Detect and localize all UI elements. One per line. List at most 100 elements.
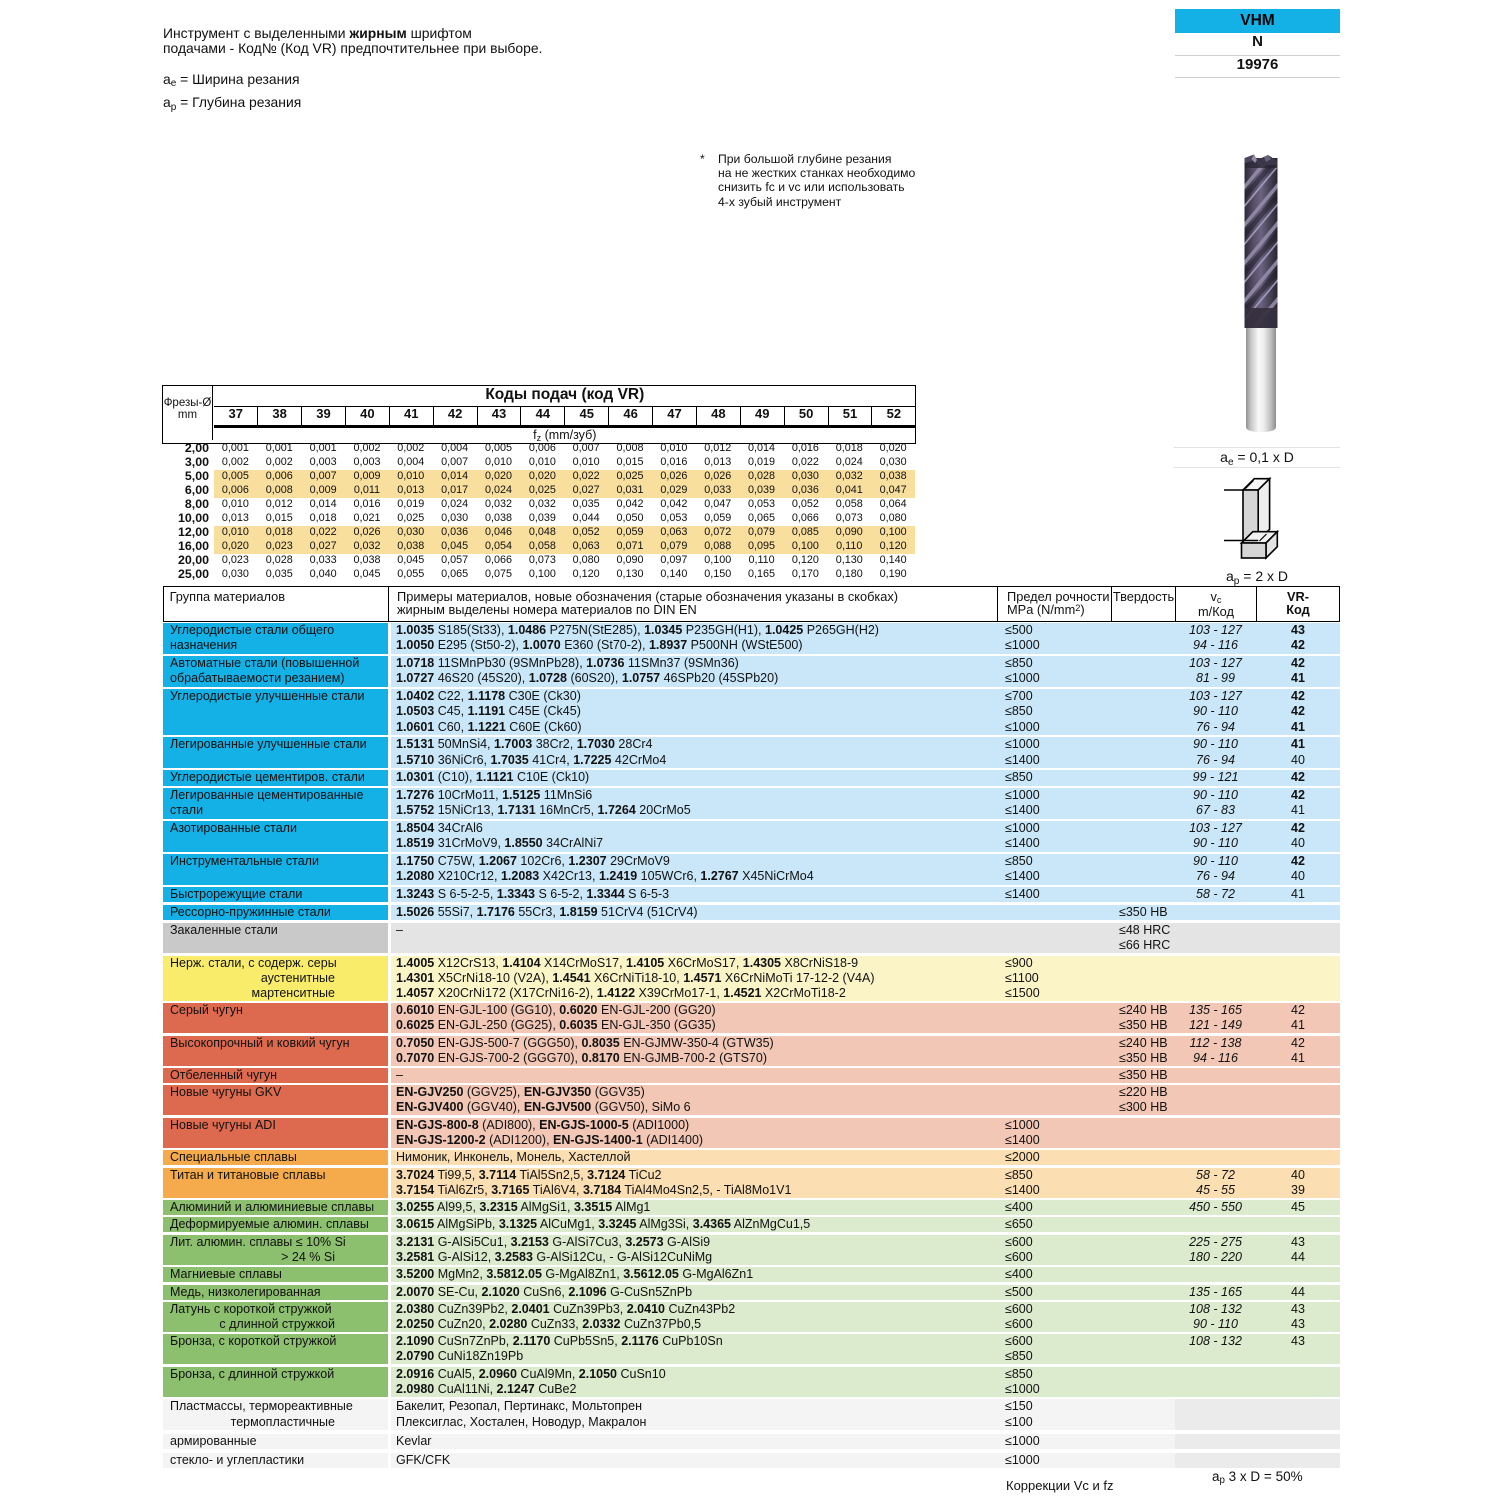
group-label-cell [163,1068,388,1084]
group-label-line: Быстрорежущие стали [170,887,303,902]
feed-diameter-cell: 5,00 [184,469,209,484]
material-examples: 1.4057 X20CrNi172 (X17CrNi16-2), 1.4122 … [396,985,846,1000]
vr-code: 42 [1291,1003,1305,1018]
feed-value-cell: 0,047 [879,484,907,497]
strength-value: ≤100 [1005,1414,1033,1429]
feed-value-cell: 0,130 [835,553,863,566]
feed-value-cell: 0,048 [528,525,556,538]
vr-code: 42 [1291,638,1305,653]
feed-value-cell: 0,022 [572,470,600,483]
material-examples: Нимоник, Инконель, Монель, Хастеллой [396,1150,631,1165]
material-examples: Бакелит, Резопал, Пертинакс, Мольтопрен [396,1399,642,1414]
vc-value: 90 - 110 [1193,836,1238,851]
group-body-bg [391,1284,1340,1300]
group-label-line: Рессорно-пружинные стали [170,904,331,919]
vr-code: 41 [1291,737,1305,752]
feed-code-cell: 40 [346,406,390,425]
vr-code: 42 [1291,704,1305,719]
vc-value: 76 - 94 [1196,752,1235,767]
material-group: Алюминий и алюминиевые сплавы 3.0255 Al99… [163,1200,1340,1216]
group-label-line: Углеродистые улучшенные стали [170,689,365,704]
material-examples: – [396,1068,403,1083]
hardness-value: ≤350 HB [1119,1050,1168,1065]
hardness-value: ≤300 HB [1119,1100,1168,1115]
strength-value: ≤1000 [1005,1381,1040,1396]
group-label-cell [163,1167,388,1198]
group-label-line: Латунь с короткой стружкой [170,1302,332,1317]
feed-value-cell: 0,120 [879,539,907,552]
feed-value-cell: 0,027 [309,539,337,552]
feed-value-cell: 0,059 [616,525,644,538]
feed-value-cell: 0,022 [791,456,819,469]
material-examples: 3.7154 TiAl6Zr5, 3.7165 TiAl6V4, 3.7184 … [396,1182,792,1197]
feed-value-cell: 0,065 [748,511,776,524]
feed-value-cell: 0,031 [616,484,644,497]
correction-note: Коррекции Vc и fz [1006,1478,1114,1493]
hardness-value: ≤66 HRC [1119,937,1171,952]
feed-value-cell: 0,040 [309,567,337,580]
vr-code: 42 [1291,689,1305,704]
intro-line-2: подачами - Код№ (Код VR) предпочтительне… [163,40,543,57]
group-label-line: мартенситные [251,985,335,1000]
ap-depth-note: ap 3 x D = 50% [1212,1469,1303,1487]
feed-value-cell: 0,045 [353,567,381,580]
feed-value-cell: 0,130 [616,567,644,580]
group-body-bg [391,922,1340,954]
feed-value-cell: 0,038 [353,553,381,566]
strength-value: ≤1000 [1005,671,1040,686]
vr-code: 40 [1291,836,1305,851]
hardness-value: ≤350 HB [1119,1018,1168,1033]
feed-value-cell: 0,020 [879,442,907,455]
vr-code: 42 [1291,770,1305,785]
feed-value-cell: 0,016 [660,456,688,469]
feed-thick-rule [214,424,916,428]
feed-value-cell: 0,030 [397,525,425,538]
feed-value-cell: 0,001 [221,442,249,455]
material-group: Закаленные стали – ≤48 HRC ≤66 HRC [163,922,1340,954]
group-label-line: Пластмассы, термореактивные [170,1399,353,1414]
feed-value-cell: 0,079 [660,539,688,552]
feed-value-cell: 0,079 [748,525,776,538]
badge-material: VHM [1175,9,1340,33]
materials-table-header: Группа материалов Примеры материалов, но… [163,586,1340,622]
vc-value: 103 - 127 [1189,821,1242,836]
material-group: Легированные улучшенные стали 1.5131 50Mn… [163,737,1340,769]
feed-value-cell: 0,063 [660,525,688,538]
material-group: Специальные сплавы Нимоник, Инконель, Мо… [163,1150,1340,1166]
feed-diameter-cell: 2,00 [184,441,209,456]
feed-value-cell: 0,050 [616,511,644,524]
material-examples: 0.7070 EN-GJS-700-2 (GGG70), 0.8170 EN-G… [396,1050,767,1065]
feed-value-cell: 0,058 [528,539,556,552]
material-group: Бронза, с длинной стружкой 2.0916 CuAl5, … [163,1366,1340,1397]
strength-value: ≤1400 [1005,1132,1040,1147]
feed-value-cell: 0,090 [835,525,863,538]
feed-value-cell: 0,058 [835,498,863,511]
feed-diameter-cell: 20,00 [177,552,209,567]
feed-value-cell: 0,052 [572,525,600,538]
group-label-line: стали [170,803,204,818]
feed-highlight-band [213,525,915,540]
material-examples: EN-GJV250 (GGV25), EN-GJV350 (GGV35) [396,1085,645,1100]
group-label-cell [163,922,388,954]
material-examples: 3.0615 AlMgSiPb, 3.1325 AlCuMg1, 3.3245 … [396,1217,811,1232]
feed-table-row: 20,00 0,023 0,028 0,033 0,038 0,045 0,057 0,066… [162,552,915,568]
strength-value: ≤1400 [1005,887,1040,902]
strength-value: ≤850 [1005,1366,1033,1381]
feed-value-cell: 0,120 [791,553,819,566]
material-group: Высокопрочный и ковкий чугун 0.7050 EN-GJ… [163,1035,1340,1066]
feed-diameter-cell: 16,00 [177,538,209,553]
feed-value-cell: 0,065 [441,567,469,580]
feed-value-cell: 0,100 [791,539,819,552]
vr-code: 43 [1291,1334,1305,1349]
group-body-bg [391,737,1340,769]
material-examples: 1.0402 C22, 1.1178 C30E (Ck30) [396,689,581,704]
feed-value-cell: 0,002 [397,442,425,455]
strength-value: ≤1400 [1005,869,1040,884]
feed-value-cell: 0,002 [353,442,381,455]
feed-value-cell: 0,025 [616,470,644,483]
group-label-cell [163,955,388,1001]
vr-code: 40 [1291,752,1305,767]
feed-value-cell: 0,035 [265,567,293,580]
group-label-cell [163,854,388,885]
